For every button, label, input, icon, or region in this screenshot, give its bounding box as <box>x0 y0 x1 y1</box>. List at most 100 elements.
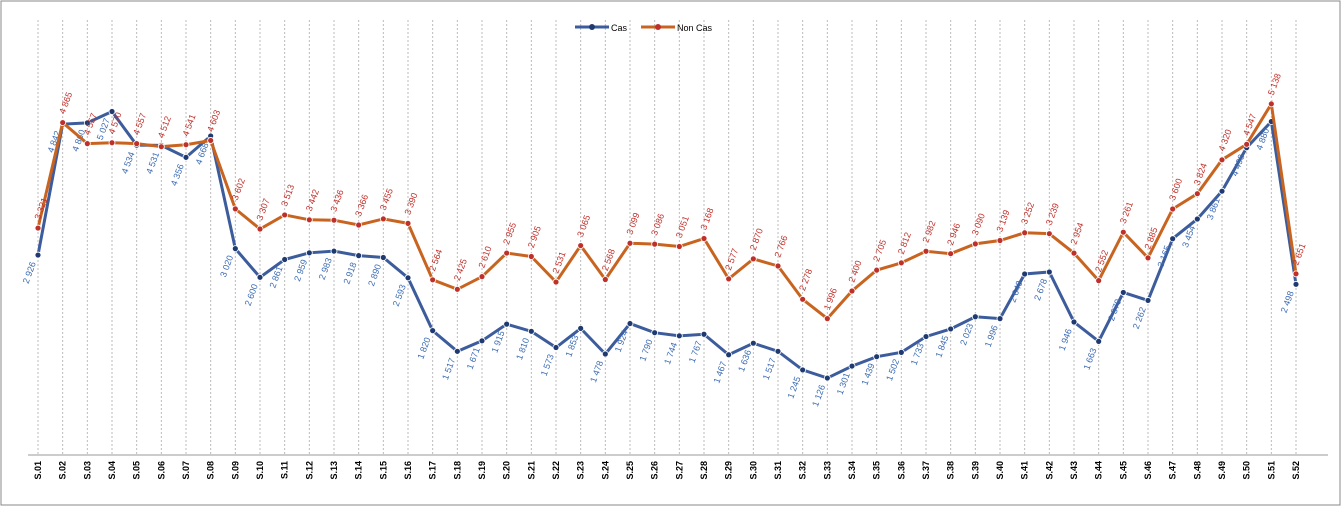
point <box>1169 205 1177 213</box>
point <box>453 347 461 355</box>
point <box>108 108 116 115</box>
x-tick-label: S.04 <box>107 461 117 480</box>
point <box>281 211 289 219</box>
point <box>256 225 264 233</box>
x-tick-label: S.48 <box>1192 461 1202 480</box>
legend-marker <box>655 24 662 30</box>
x-tick-label: S.17 <box>428 461 438 480</box>
point <box>1292 280 1300 288</box>
x-tick-label: S.31 <box>773 461 783 480</box>
point <box>133 140 141 148</box>
point <box>1119 289 1127 296</box>
x-tick-label: S.52 <box>1291 461 1301 480</box>
x-tick-label: S.45 <box>1118 461 1128 480</box>
point <box>231 245 239 253</box>
x-tick-label: S.49 <box>1217 461 1227 480</box>
x-tick-label: S.36 <box>896 461 906 480</box>
point <box>725 275 733 283</box>
point <box>1193 190 1201 198</box>
point <box>996 315 1004 323</box>
point <box>749 255 757 263</box>
point <box>231 205 239 213</box>
point <box>626 320 634 327</box>
point <box>823 374 831 382</box>
x-tick-label: S.51 <box>1266 461 1276 480</box>
x-tick-label: S.50 <box>1242 461 1252 480</box>
point <box>355 221 363 229</box>
x-tick-label: S.06 <box>156 461 166 480</box>
point <box>83 140 91 148</box>
x-tick-label: S.07 <box>181 461 191 480</box>
x-tick-label: S.03 <box>82 461 92 480</box>
point <box>404 219 412 227</box>
point <box>59 119 67 126</box>
point <box>478 273 486 281</box>
point <box>34 251 42 259</box>
x-tick-label: S.25 <box>625 461 635 480</box>
point <box>947 250 955 258</box>
point <box>947 325 955 333</box>
x-tick-label: S.09 <box>230 461 240 480</box>
series-line <box>36 99 1298 321</box>
x-tick-label: S.28 <box>699 461 709 480</box>
x-tick-label: S.32 <box>798 461 808 480</box>
point <box>108 139 116 147</box>
x-tick-label: S.11 <box>280 461 290 479</box>
point <box>675 332 683 340</box>
point <box>651 329 659 337</box>
point <box>478 337 486 345</box>
point <box>774 347 782 355</box>
point <box>552 278 560 286</box>
point <box>799 295 807 303</box>
point <box>1144 297 1152 304</box>
point <box>1045 268 1053 276</box>
point <box>700 235 708 242</box>
point <box>601 276 609 283</box>
point <box>281 256 289 263</box>
x-tick-label: S.10 <box>255 461 265 480</box>
point <box>83 119 91 127</box>
x-tick-label: S.24 <box>600 461 610 480</box>
point <box>922 247 930 255</box>
point <box>182 141 190 149</box>
point <box>1021 229 1029 237</box>
point <box>1045 230 1053 238</box>
point <box>873 353 881 361</box>
point <box>1218 187 1226 195</box>
x-tick-label: S.02 <box>58 461 68 480</box>
x-tick-label: S.13 <box>329 461 339 480</box>
x-tick-label: S.35 <box>872 461 882 480</box>
x-tick-label: S.21 <box>526 461 536 480</box>
point <box>1267 100 1275 108</box>
x-tick-label: S.39 <box>970 461 980 480</box>
x-tick-label: S.18 <box>452 461 462 480</box>
point <box>922 333 930 340</box>
x-tick-label: S.27 <box>674 461 684 480</box>
x-tick-label: S.34 <box>847 461 857 480</box>
point <box>897 259 905 267</box>
x-tick-label: S.46 <box>1143 461 1153 480</box>
x-tick-label: S.41 <box>1020 461 1030 480</box>
x-tick-label: S.15 <box>378 461 388 480</box>
point <box>330 247 338 255</box>
point <box>503 249 511 257</box>
point <box>305 249 313 257</box>
point <box>848 362 856 370</box>
x-tick-label: S.37 <box>921 461 931 480</box>
point <box>823 315 831 323</box>
point <box>725 351 733 359</box>
point <box>34 224 42 232</box>
point <box>207 137 215 144</box>
point <box>651 240 659 248</box>
point <box>601 350 609 358</box>
point <box>1095 337 1103 345</box>
point <box>848 287 856 295</box>
x-tick-label: S.44 <box>1094 461 1104 480</box>
x-tick-label: S.22 <box>551 461 561 480</box>
point <box>873 266 881 274</box>
point <box>453 285 461 293</box>
x-tick-label: S.19 <box>477 461 487 480</box>
point <box>675 243 683 250</box>
point <box>774 262 782 270</box>
